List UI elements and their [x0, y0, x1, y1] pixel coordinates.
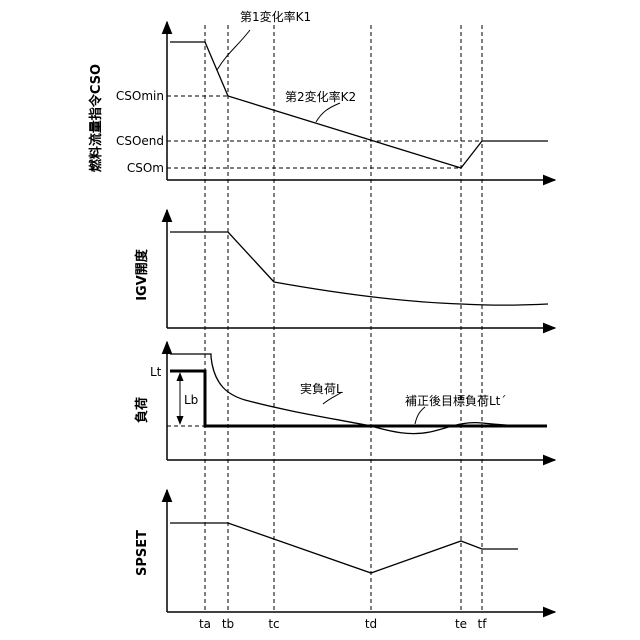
cso-min-label: CSOmin: [116, 89, 164, 103]
k1-label: 第1変化率K1: [240, 9, 311, 24]
k1-leader-line: [217, 30, 250, 70]
time-labels: ta tb tc td te tf: [199, 617, 487, 631]
cso-m-label: CSOm: [127, 161, 164, 175]
lt-marker-label: Lt: [150, 365, 162, 379]
igv-axis-label: IGV開度: [134, 248, 150, 301]
time-label-tc: tc: [268, 617, 279, 631]
time-label-te: te: [455, 617, 467, 631]
igv-panel: IGV開度: [134, 210, 555, 328]
k2-label: 第2変化率K2: [285, 89, 356, 104]
time-label-tb: tb: [222, 617, 234, 631]
time-label-tf: tf: [478, 617, 488, 631]
time-label-ta: ta: [199, 617, 211, 631]
cso-end-label: CSOend: [116, 134, 164, 148]
cso-panel: 燃料流量指令CSO CSOmin CSOend CSOm 第1変化率K1 第2変…: [88, 9, 555, 180]
cso-axis-label: 燃料流量指令CSO: [88, 64, 104, 172]
lb-label: Lb: [184, 393, 198, 407]
load-axis-label: 負荷: [134, 397, 150, 423]
spset-axis-label: SPSET: [135, 530, 150, 576]
spset-panel: SPSET: [135, 490, 555, 612]
time-label-td: td: [365, 617, 377, 631]
igv-curve: [170, 232, 548, 305]
target-load-leader-line: [415, 407, 425, 424]
load-panel: 負荷 Lt Lb 実負荷L 補正後目標負荷Lt´: [134, 342, 555, 460]
target-load-label: 補正後目標負荷Lt´: [405, 394, 506, 408]
spset-curve: [170, 523, 518, 573]
cso-curve: [170, 42, 548, 168]
time-reference-lines: [205, 25, 482, 612]
k2-leader-line: [316, 103, 340, 122]
actual-load-label: 実負荷L: [300, 381, 343, 396]
